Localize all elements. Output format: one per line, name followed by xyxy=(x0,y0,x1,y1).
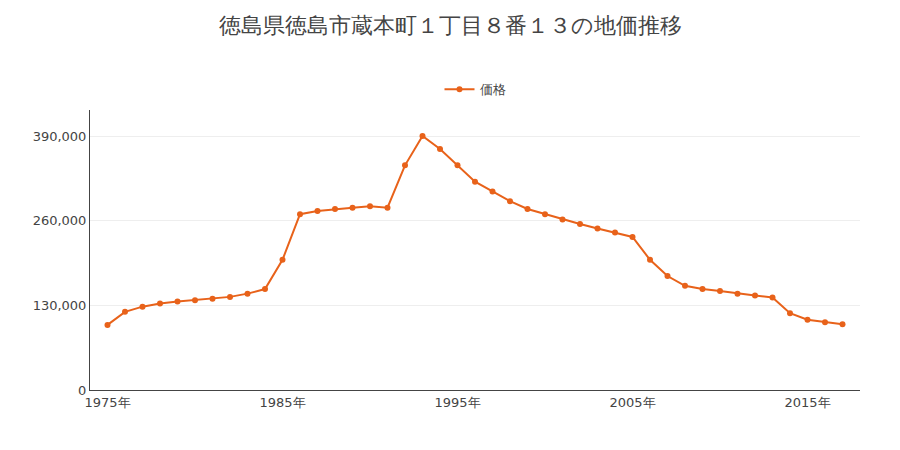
svg-text:1985年: 1985年 xyxy=(259,395,305,410)
svg-text:2005年: 2005年 xyxy=(609,395,655,410)
svg-text:260,000: 260,000 xyxy=(33,213,87,228)
svg-text:2015年: 2015年 xyxy=(784,395,830,410)
svg-text:390,000: 390,000 xyxy=(33,129,87,144)
svg-text:1975年: 1975年 xyxy=(84,395,130,410)
svg-text:価格: 価格 xyxy=(480,82,506,97)
svg-text:0: 0 xyxy=(78,383,86,398)
svg-text:徳島県徳島市蔵本町１丁目８番１３の地価推移: 徳島県徳島市蔵本町１丁目８番１３の地価推移 xyxy=(219,13,682,38)
svg-text:130,000: 130,000 xyxy=(33,298,87,313)
svg-text:1995年: 1995年 xyxy=(434,395,480,410)
